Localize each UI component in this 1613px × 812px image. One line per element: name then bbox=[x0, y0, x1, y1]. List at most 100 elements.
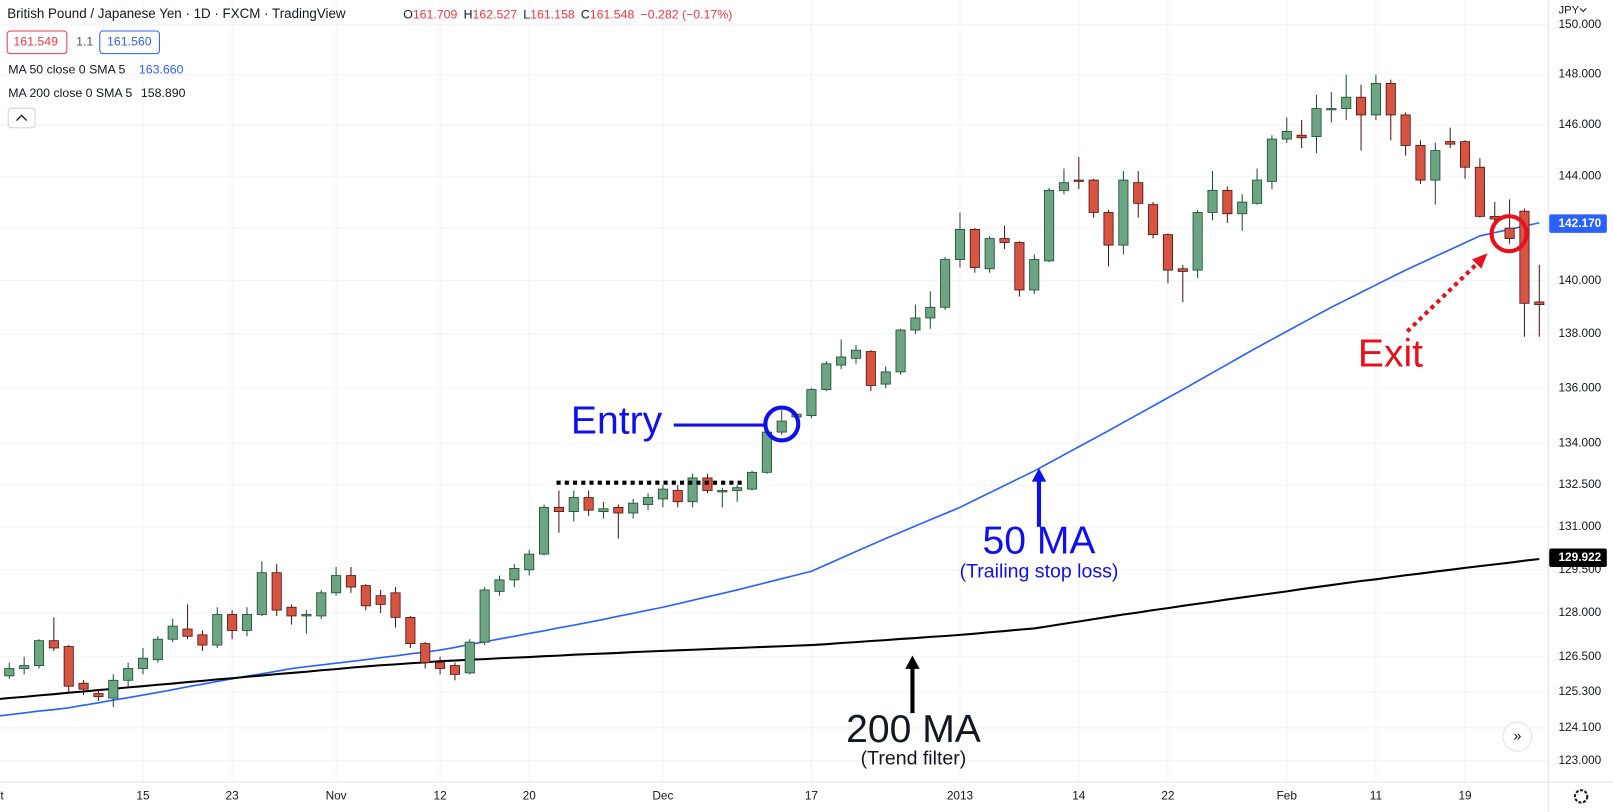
price-tag bbox=[1549, 214, 1607, 233]
candle-body bbox=[1222, 189, 1233, 215]
candle-body bbox=[1281, 131, 1292, 140]
candle-body bbox=[1311, 108, 1322, 137]
y-tick-label: 138.000 bbox=[1558, 326, 1601, 340]
ohlc-change: −0.282 (−0.17%) bbox=[641, 8, 733, 22]
candle-body bbox=[732, 487, 743, 491]
candle-body bbox=[969, 228, 980, 268]
x-tick-label: Dec bbox=[652, 789, 673, 803]
candle-body bbox=[360, 585, 371, 607]
candle-body bbox=[509, 567, 520, 581]
candle-body bbox=[598, 508, 609, 512]
currency-label[interactable]: JPY bbox=[1558, 4, 1579, 16]
ma200-label: 200 MA bbox=[846, 708, 981, 751]
ohlc-key: H bbox=[464, 8, 473, 22]
candle-body bbox=[1088, 179, 1099, 213]
candle-body bbox=[925, 306, 936, 319]
candle-body bbox=[241, 614, 253, 631]
candle-body bbox=[687, 477, 698, 503]
candle-body bbox=[390, 592, 401, 618]
scroll-button[interactable] bbox=[1502, 721, 1533, 752]
candle-body bbox=[940, 259, 951, 308]
ohlc-value: 161.158 bbox=[530, 8, 575, 22]
candle-body bbox=[449, 665, 460, 675]
x-tick-label: Oct bbox=[0, 789, 4, 803]
ohlc-value: 162.527 bbox=[473, 8, 518, 22]
x-tick-label: 2013 bbox=[947, 789, 974, 803]
candle-body bbox=[1148, 204, 1159, 236]
candle-body bbox=[435, 662, 446, 669]
candle-body bbox=[568, 497, 579, 512]
candle-body bbox=[1029, 259, 1040, 291]
candle-body bbox=[806, 389, 817, 416]
x-tick-label: Feb bbox=[1277, 789, 1298, 803]
indicator-name[interactable]: MA 50 close 0 SMA 5 bbox=[8, 62, 125, 76]
candle-body bbox=[286, 606, 297, 617]
sell-price[interactable]: 161.549 bbox=[13, 35, 58, 49]
exit-circle bbox=[1489, 214, 1529, 254]
candle-body bbox=[227, 614, 238, 631]
candle-body bbox=[48, 640, 59, 649]
candle-body bbox=[836, 356, 847, 366]
buy-button[interactable] bbox=[99, 30, 160, 55]
price-tag bbox=[1549, 548, 1607, 568]
y-tick-label: 140.000 bbox=[1558, 273, 1601, 287]
candle-body bbox=[850, 349, 862, 359]
candle-body bbox=[19, 665, 30, 669]
candle-body bbox=[746, 471, 758, 490]
ma200-note: (Trend filter) bbox=[861, 748, 967, 770]
candle-body bbox=[984, 238, 995, 270]
candle-body bbox=[375, 595, 386, 605]
candle-body bbox=[1474, 166, 1485, 217]
candle-body bbox=[1370, 82, 1381, 116]
indicator-value: 158.890 bbox=[141, 86, 186, 100]
candle-body bbox=[479, 589, 490, 643]
scroll-icon: » bbox=[1513, 729, 1521, 745]
x-tick-label: 20 bbox=[523, 789, 537, 803]
candle-body bbox=[1207, 189, 1218, 213]
candle-body bbox=[167, 625, 178, 640]
ohlc-key: L bbox=[523, 8, 530, 22]
price-tag-label: 142.170 bbox=[1558, 216, 1601, 230]
indicator-value: 163.660 bbox=[139, 62, 184, 76]
collapse-button[interactable] bbox=[7, 107, 36, 129]
candle-body bbox=[553, 506, 564, 512]
x-tick-label: 12 bbox=[433, 789, 446, 803]
sell-button[interactable] bbox=[6, 30, 68, 55]
candle-body bbox=[1504, 227, 1515, 239]
candle-body bbox=[776, 420, 787, 433]
settings-button[interactable] bbox=[1573, 789, 1589, 804]
candle-body bbox=[1044, 189, 1055, 262]
candle-body bbox=[1341, 96, 1352, 109]
candle-body bbox=[1014, 242, 1025, 291]
ma50-arrow-head bbox=[1031, 468, 1047, 482]
candle-body bbox=[954, 228, 966, 260]
candle-body bbox=[405, 616, 416, 645]
ohlc-readout: O161.709 H162.527 L161.158 C161.548 −0.282 (… bbox=[403, 8, 732, 22]
candle-body bbox=[1266, 138, 1277, 182]
candle-body bbox=[821, 363, 832, 390]
candle-body bbox=[1519, 210, 1530, 304]
candle-body bbox=[539, 506, 550, 555]
indicator-name[interactable]: MA 200 close 0 SMA 5 bbox=[8, 86, 132, 100]
candle-body bbox=[1445, 141, 1456, 145]
candle-body bbox=[880, 371, 891, 385]
y-tick-label: 148.000 bbox=[1558, 67, 1601, 81]
candle-body bbox=[123, 668, 134, 681]
candle-body bbox=[672, 490, 683, 503]
ohlc-key: C bbox=[581, 8, 590, 22]
entry-circle bbox=[763, 405, 801, 443]
candle-body bbox=[1415, 145, 1426, 181]
x-tick-label: 23 bbox=[226, 789, 240, 803]
spread: 1.1 bbox=[76, 35, 93, 49]
candle-body bbox=[93, 693, 104, 697]
y-tick-label: 131.000 bbox=[1558, 519, 1601, 533]
y-tick-label: 124.100 bbox=[1558, 720, 1601, 734]
buy-price[interactable]: 161.560 bbox=[107, 35, 152, 49]
y-tick-label: 128.000 bbox=[1558, 605, 1601, 619]
ma-line bbox=[0, 557, 1540, 700]
y-tick-label: 150.000 bbox=[1558, 17, 1601, 31]
candle-body bbox=[4, 668, 15, 677]
collapse-icon bbox=[15, 114, 28, 122]
annotations: Entry 50 MA (Trailing stop loss) 200 MA … bbox=[556, 214, 1529, 770]
y-tick-label: 132.500 bbox=[1558, 477, 1601, 491]
